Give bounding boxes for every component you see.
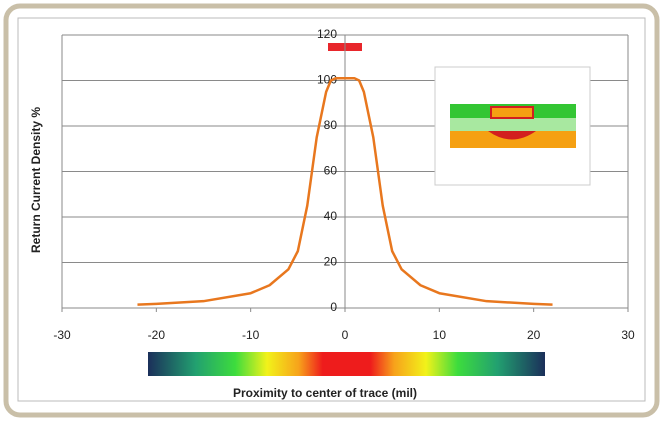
y-tick-label: 60 (324, 164, 338, 178)
line-series (137, 76, 553, 306)
color-bar (148, 352, 545, 376)
y-tick-label: 0 (330, 300, 337, 314)
x-tick-label: 20 (527, 328, 541, 342)
y-tick-label: 40 (324, 209, 338, 223)
x-tick-label: -20 (148, 328, 166, 342)
x-tick-label: 30 (621, 328, 635, 342)
y-tick-label: 20 (324, 255, 338, 269)
y-tick-label: 120 (317, 27, 337, 41)
x-tick-label: -30 (53, 328, 71, 342)
y-axis-label: Return Current Density % (29, 107, 43, 253)
x-tick-label: 10 (433, 328, 447, 342)
cross-section-inset (434, 66, 591, 186)
x-tick-label: 0 (342, 328, 349, 342)
y-tick-label: 80 (324, 118, 338, 132)
x-tick-label: -10 (242, 328, 260, 342)
x-axis-label: Proximity to center of trace (mil) (233, 386, 417, 400)
y-tick-label: 100 (317, 73, 337, 87)
